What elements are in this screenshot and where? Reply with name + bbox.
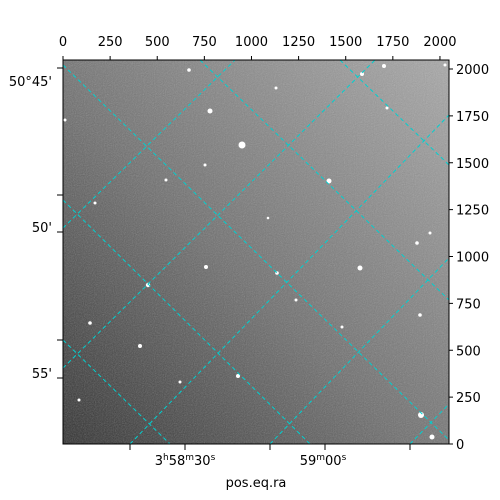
wcs-grid bbox=[63, 60, 449, 444]
ra-tick-label: 3h58m30s bbox=[155, 453, 216, 469]
ra-tick-part: 58 bbox=[169, 454, 186, 469]
y-tick-label: 250 bbox=[456, 391, 481, 406]
y-tick-label: 500 bbox=[456, 344, 481, 359]
ra-tick-part: 3 bbox=[155, 454, 163, 469]
ra-tick-part: h bbox=[163, 453, 169, 463]
ra-tick-part: 59 bbox=[300, 454, 317, 469]
x-tick-label: 1500 bbox=[329, 35, 362, 50]
frame bbox=[62, 59, 450, 445]
x-tick-label: 500 bbox=[145, 35, 170, 50]
dec-tick-label: 50' bbox=[32, 221, 52, 236]
y-tick-label: 1250 bbox=[456, 204, 489, 219]
dec-tick-label: 50°45' bbox=[9, 75, 52, 90]
y-tick-label: 1750 bbox=[456, 110, 489, 125]
y-tick-label: 1000 bbox=[456, 251, 489, 266]
y-tick-label: 750 bbox=[456, 297, 481, 312]
dec-tick-label: 55' bbox=[32, 367, 52, 382]
x-tick-label: 1250 bbox=[282, 35, 315, 50]
ra-tick-part: 30 bbox=[194, 454, 211, 469]
y-tick-label: 0 bbox=[456, 438, 464, 453]
x-tick-label: 2000 bbox=[423, 35, 456, 50]
sky-image bbox=[63, 60, 449, 444]
ra-tick-part: m bbox=[316, 453, 325, 463]
wcs-ticks bbox=[57, 67, 411, 450]
ra-tick-part: m bbox=[185, 453, 194, 463]
x-tick-label: 750 bbox=[192, 35, 217, 50]
ra-tick-part: s bbox=[342, 453, 347, 463]
x-tick-label: 0 bbox=[59, 35, 67, 50]
y-tick-label: 1500 bbox=[456, 157, 489, 172]
x-axis-label: pos.eq.ra bbox=[226, 476, 287, 491]
ra-tick-label: 59m00s bbox=[300, 453, 347, 469]
y-tick-label: 2000 bbox=[456, 63, 489, 78]
ra-tick-part: s bbox=[211, 453, 216, 463]
x-tick-label: 1750 bbox=[376, 35, 409, 50]
x-tick-label: 1000 bbox=[235, 35, 268, 50]
ra-tick-part: 00 bbox=[325, 454, 342, 469]
x-tick-label: 250 bbox=[98, 35, 123, 50]
